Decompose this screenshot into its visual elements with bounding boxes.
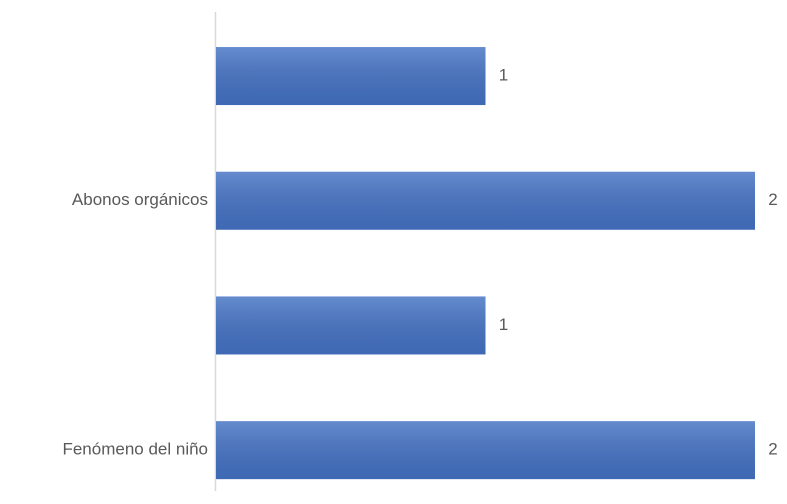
bar-shade <box>216 47 486 106</box>
data-label: 2 <box>768 190 777 209</box>
y-tick-label: Fenómeno del niño <box>62 440 208 459</box>
y-tick-label: Abonos orgánicos <box>72 190 208 209</box>
data-label: 2 <box>768 440 777 459</box>
bar-shade <box>216 171 755 230</box>
data-label: 1 <box>499 315 508 334</box>
bar-shade <box>216 421 755 480</box>
data-label: 1 <box>499 66 508 85</box>
bar-shade <box>216 296 486 355</box>
